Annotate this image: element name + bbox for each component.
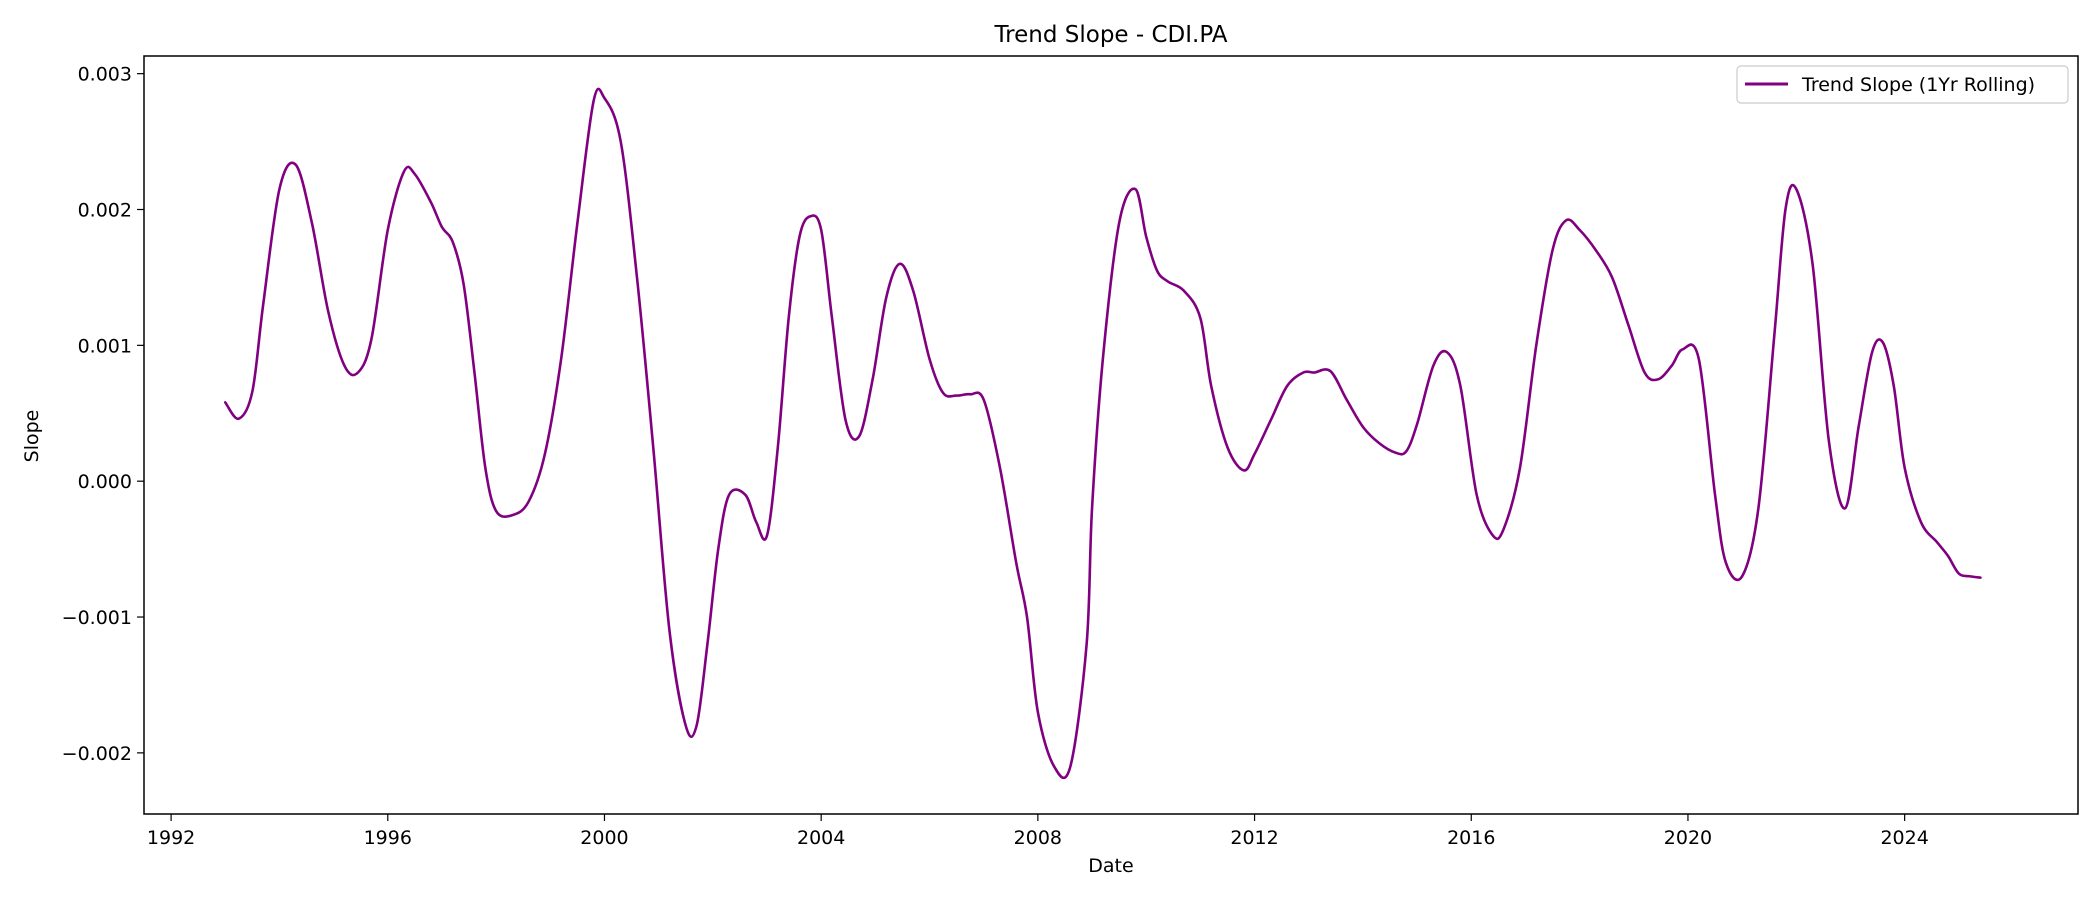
y-tick-label: −0.002 bbox=[62, 743, 132, 765]
x-tick-label: 2004 bbox=[797, 827, 845, 849]
x-tick-label: 2016 bbox=[1447, 827, 1495, 849]
y-tick-label: −0.001 bbox=[62, 607, 132, 629]
y-tick-label: 0.003 bbox=[78, 64, 132, 86]
y-tick-label: 0.001 bbox=[78, 335, 132, 357]
x-tick-label: 1992 bbox=[147, 827, 195, 849]
plot-frame bbox=[143, 55, 2079, 815]
y-tick-label: 0.000 bbox=[78, 471, 132, 493]
legend-label: Trend Slope (1Yr Rolling) bbox=[1801, 74, 2035, 96]
y-axis-ticks: −0.002 −0.001 0.000 0.001 0.002 0.003 bbox=[62, 64, 144, 765]
legend: Trend Slope (1Yr Rolling) bbox=[1736, 65, 2069, 104]
x-tick-label: 2024 bbox=[1880, 827, 1928, 849]
y-tick-label: 0.002 bbox=[78, 200, 132, 222]
series-line-trend-slope bbox=[223, 87, 1982, 780]
x-axis-title: Date bbox=[1088, 855, 1133, 877]
legend-box bbox=[1736, 65, 2069, 104]
x-tick-label: 2008 bbox=[1014, 827, 1062, 849]
chart-title: Trend Slope - CDI.PA bbox=[994, 22, 1228, 48]
x-tick-label: 2000 bbox=[580, 827, 628, 849]
x-tick-label: 2012 bbox=[1230, 827, 1278, 849]
x-axis-ticks: 1992 1996 2000 2004 2008 2012 2016 2020 2024 bbox=[147, 814, 1929, 849]
y-axis-title: Slope bbox=[21, 410, 43, 463]
series-layer bbox=[223, 87, 1982, 780]
x-tick-label: 2020 bbox=[1664, 827, 1712, 849]
x-tick-label: 1996 bbox=[364, 827, 412, 849]
